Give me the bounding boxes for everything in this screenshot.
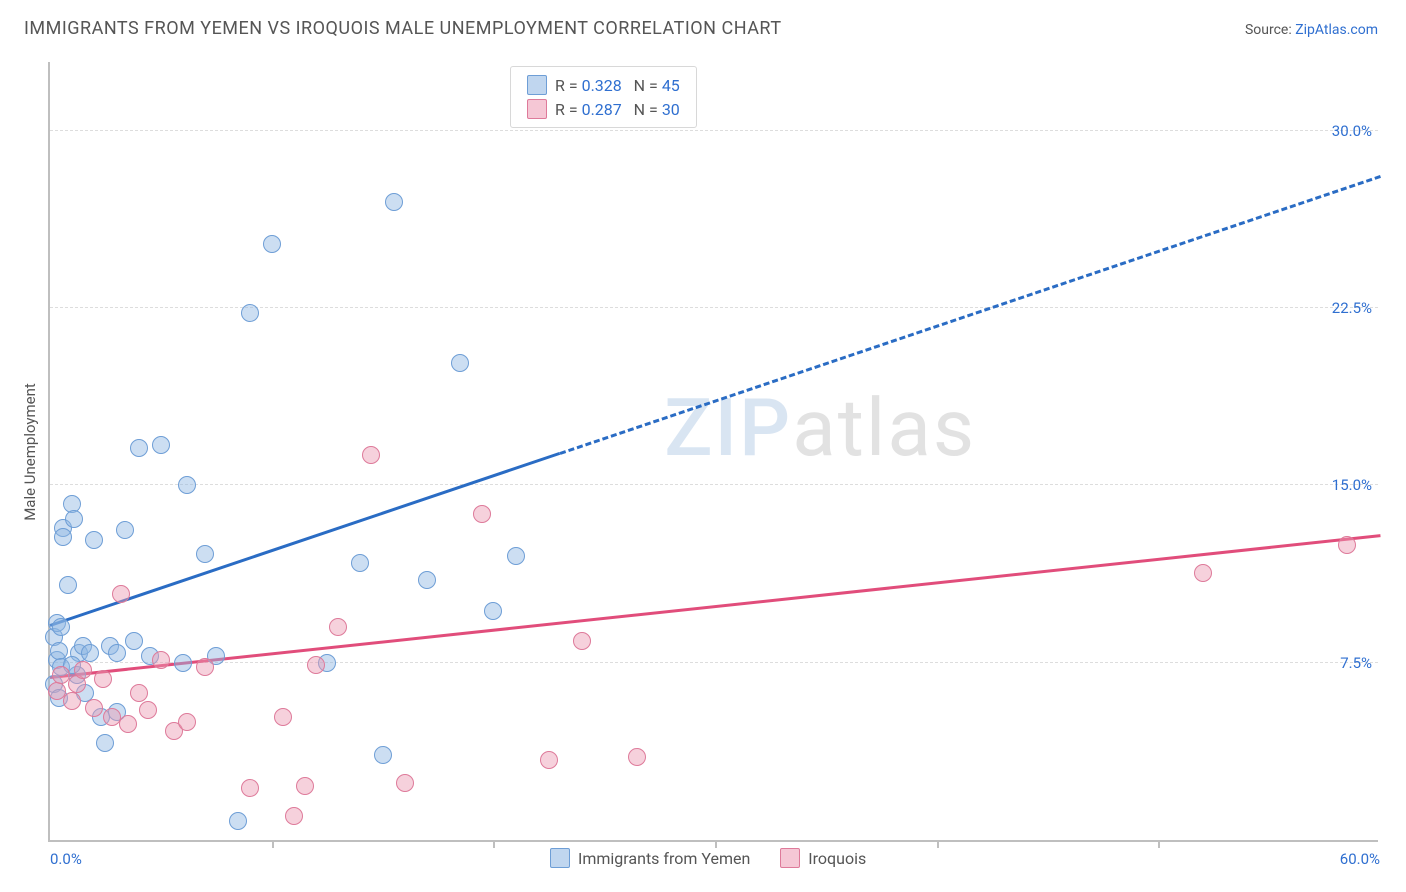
plot-wrap: Male Unemployment ZIPatlas R = 0.328 N =… [48, 62, 1378, 842]
data-point [152, 651, 170, 669]
data-point [59, 576, 77, 594]
data-point [396, 774, 414, 792]
data-point [85, 699, 103, 717]
legend-row: R = 0.328 N = 45 [527, 73, 680, 97]
correlation-legend: R = 0.328 N = 45 R = 0.287 N = 30 [510, 66, 697, 128]
data-point [174, 654, 192, 672]
legend-row: R = 0.287 N = 30 [527, 97, 680, 121]
data-point [94, 670, 112, 688]
data-point [351, 554, 369, 572]
watermark-atlas: atlas [792, 381, 976, 475]
data-point [285, 807, 303, 825]
title-bar: IMMIGRANTS FROM YEMEN VS IROQUOIS MALE U… [0, 0, 1406, 49]
plot-area: ZIPatlas R = 0.328 N = 45 R = 0.287 N = 3… [48, 62, 1378, 842]
source-prefix: Source: [1245, 22, 1295, 38]
source-link[interactable]: ZipAtlas.com [1295, 22, 1378, 38]
legend-swatch [527, 99, 547, 119]
gridline-h [50, 662, 1378, 663]
x-tick [715, 840, 717, 848]
data-point [274, 708, 292, 726]
data-point [130, 684, 148, 702]
data-point [362, 446, 380, 464]
legend-label: Iroquois [808, 849, 866, 868]
data-point [307, 656, 325, 674]
data-point [178, 476, 196, 494]
data-point [628, 748, 646, 766]
x-tick [272, 840, 274, 848]
legend-swatch [550, 848, 570, 868]
data-point [473, 505, 491, 523]
data-point [329, 618, 347, 636]
y-tick-label: 30.0% [1332, 122, 1372, 140]
data-point [229, 812, 247, 830]
y-axis-label: Male Unemployment [21, 383, 39, 521]
data-point [130, 439, 148, 457]
gridline-h [50, 130, 1378, 131]
data-point [484, 602, 502, 620]
data-point [116, 521, 134, 539]
data-point [1338, 536, 1356, 554]
legend-swatch [527, 75, 547, 95]
data-point [81, 644, 99, 662]
data-point [1194, 564, 1212, 582]
source-label: Source: ZipAtlas.com [1245, 22, 1378, 38]
legend-item: Iroquois [780, 848, 866, 868]
data-point [54, 528, 72, 546]
data-point [178, 713, 196, 731]
data-point [85, 531, 103, 549]
data-point [241, 779, 259, 797]
y-tick-label: 15.0% [1332, 476, 1372, 494]
data-point [196, 545, 214, 563]
data-point [385, 193, 403, 211]
legend-label: Immigrants from Yemen [578, 849, 750, 868]
series-legend: Immigrants from Yemen Iroquois [550, 848, 866, 868]
legend-item: Immigrants from Yemen [550, 848, 750, 868]
x-tick [937, 840, 939, 848]
data-point [96, 734, 114, 752]
data-point [451, 354, 469, 372]
x-tick-label: 60.0% [1340, 850, 1380, 868]
data-point [52, 618, 70, 636]
data-point [112, 585, 130, 603]
legend-r: R = 0.328 N = 45 [555, 76, 680, 95]
x-tick-label: 0.0% [50, 850, 82, 868]
data-point [263, 235, 281, 253]
data-point [63, 692, 81, 710]
data-point [418, 571, 436, 589]
watermark: ZIPatlas [664, 381, 976, 475]
data-point [507, 547, 525, 565]
data-point [374, 746, 392, 764]
data-point [241, 304, 259, 322]
data-point [65, 510, 83, 528]
legend-swatch [780, 848, 800, 868]
data-point [296, 777, 314, 795]
legend-r: R = 0.287 N = 30 [555, 100, 680, 119]
y-tick-label: 22.5% [1332, 299, 1372, 317]
chart-title: IMMIGRANTS FROM YEMEN VS IROQUOIS MALE U… [24, 18, 782, 39]
x-tick [1158, 840, 1160, 848]
data-point [74, 661, 92, 679]
data-point [540, 751, 558, 769]
data-point [108, 644, 126, 662]
data-point [573, 632, 591, 650]
x-tick [493, 840, 495, 848]
data-point [139, 701, 157, 719]
y-tick-label: 7.5% [1340, 654, 1372, 672]
gridline-h [50, 484, 1378, 485]
data-point [50, 642, 68, 660]
trend-line [559, 175, 1380, 455]
data-point [152, 436, 170, 454]
data-point [125, 632, 143, 650]
data-point [196, 658, 214, 676]
data-point [119, 715, 137, 733]
